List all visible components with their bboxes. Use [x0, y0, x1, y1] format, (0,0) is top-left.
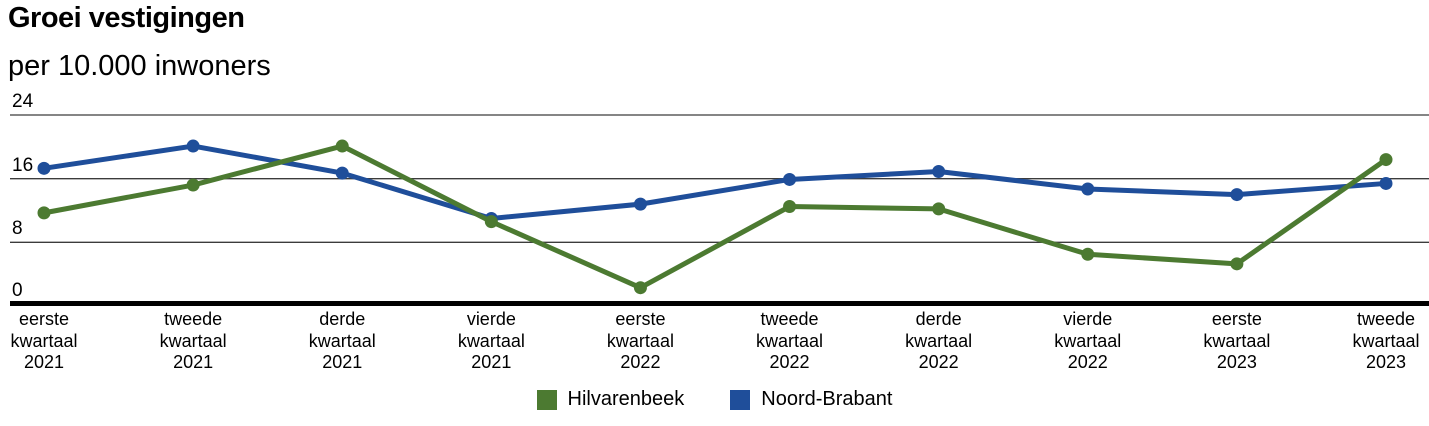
- legend-item-hilvarenbeek: Hilvarenbeek: [536, 388, 685, 411]
- data-point-noord-brabant: [783, 172, 797, 186]
- data-point-hilvarenbeek: [633, 281, 647, 295]
- data-point-hilvarenbeek: [484, 215, 498, 229]
- x-axis-tick-label: vierde kwartaal 2021: [457, 309, 525, 372]
- y-axis-tick-label: 0: [12, 279, 23, 301]
- data-point-hilvarenbeek: [335, 139, 349, 153]
- x-axis-tick-label: tweede kwartaal 2022: [756, 309, 824, 372]
- data-point-noord-brabant: [37, 161, 51, 175]
- data-point-noord-brabant: [335, 166, 349, 180]
- x-axis-tick-label: tweede kwartaal 2023: [1352, 309, 1420, 372]
- data-point-noord-brabant: [186, 139, 200, 153]
- data-point-hilvarenbeek: [783, 200, 797, 214]
- legend-label: Hilvarenbeek: [567, 388, 685, 410]
- legend-swatch-hilvarenbeek: [536, 389, 557, 410]
- data-point-noord-brabant: [1081, 182, 1095, 196]
- data-point-hilvarenbeek: [1081, 247, 1095, 261]
- legend-swatch-noord-brabant: [730, 389, 751, 410]
- data-point-hilvarenbeek: [186, 178, 200, 192]
- x-axis-tick-label: eerste kwartaal 2021: [10, 309, 78, 372]
- x-axis-tick-label: eerste kwartaal 2022: [606, 309, 674, 372]
- x-axis-tick-label: eerste kwartaal 2023: [1203, 309, 1271, 372]
- legend: Hilvarenbeek Noord-Brabant: [0, 388, 1429, 411]
- y-axis-tick-label: 24: [12, 91, 34, 112]
- series-line-hilvarenbeek: [41, 143, 1389, 291]
- chart-title: Groei vestigingen: [8, 2, 245, 34]
- data-point-hilvarenbeek: [1379, 153, 1393, 167]
- x-axis-tick-label: vierde kwartaal 2022: [1054, 309, 1122, 372]
- data-point-noord-brabant: [633, 197, 647, 211]
- x-axis-tick-label: derde kwartaal 2021: [308, 309, 376, 372]
- data-point-hilvarenbeek: [932, 202, 946, 216]
- data-point-hilvarenbeek: [1230, 257, 1244, 271]
- y-axis-tick-label: 16: [12, 154, 34, 176]
- chart-subtitle: per 10.000 inwoners: [8, 50, 271, 82]
- data-point-hilvarenbeek: [37, 206, 51, 220]
- data-point-noord-brabant: [1379, 176, 1393, 190]
- series-line-noord-brabant: [41, 143, 1389, 221]
- data-point-noord-brabant: [932, 165, 946, 179]
- x-axis-tick-label: derde kwartaal 2022: [905, 309, 973, 372]
- data-point-noord-brabant: [1230, 188, 1244, 202]
- x-axis-tick-label: tweede kwartaal 2021: [159, 309, 227, 372]
- legend-item-noord-brabant: Noord-Brabant: [730, 388, 892, 411]
- legend-label: Noord-Brabant: [761, 388, 893, 410]
- y-axis-tick-label: 8: [12, 218, 23, 240]
